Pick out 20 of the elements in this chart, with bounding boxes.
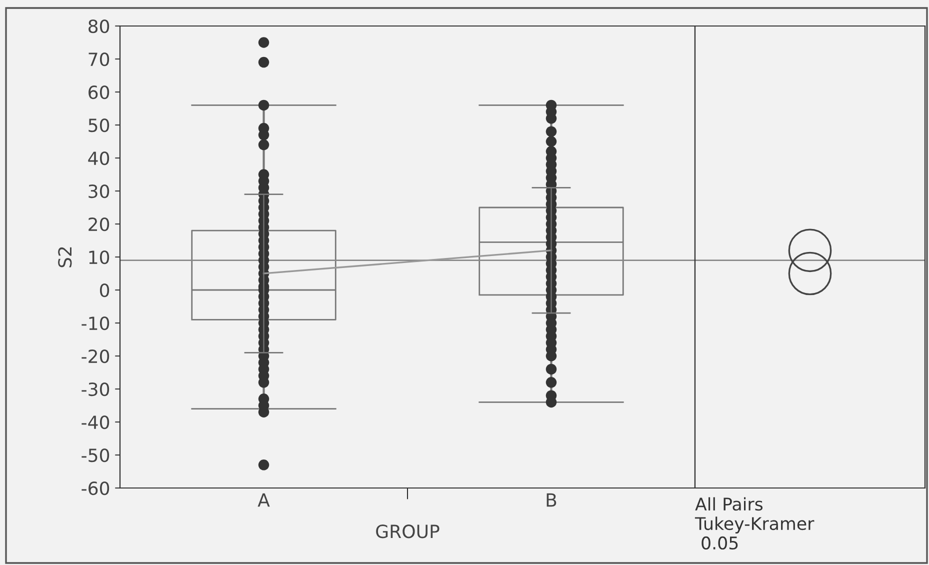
y-tick-label: -30 [82, 382, 110, 396]
y-tick-label: 40 [88, 151, 110, 166]
y-axis-title: S2 [58, 247, 72, 268]
x-tick-label: A [258, 493, 270, 507]
y-tick-label: 0 [100, 283, 110, 298]
x-tick-label: B [546, 493, 556, 507]
y-tick-label: -50 [82, 448, 110, 462]
y-tick-label: -60 [82, 481, 110, 496]
y-tick-label: 20 [88, 217, 110, 232]
y-tick-label: 60 [88, 85, 110, 100]
y-tick-label: 30 [88, 184, 110, 198]
y-tick-label: 10 [89, 250, 110, 264]
y-tick-label: -10 [82, 316, 110, 330]
y-tick-label: 50 [88, 118, 110, 132]
y-tick-label: 80 [88, 19, 110, 34]
text: All Pairs Tukey-Kramer 0.05 [694, 497, 814, 550]
x-axis-title: GROUP [376, 524, 440, 538]
y-tick-label: -40 [82, 415, 110, 430]
y-tick-label: -20 [82, 349, 110, 364]
y-tick-label: 70 [88, 52, 110, 66]
